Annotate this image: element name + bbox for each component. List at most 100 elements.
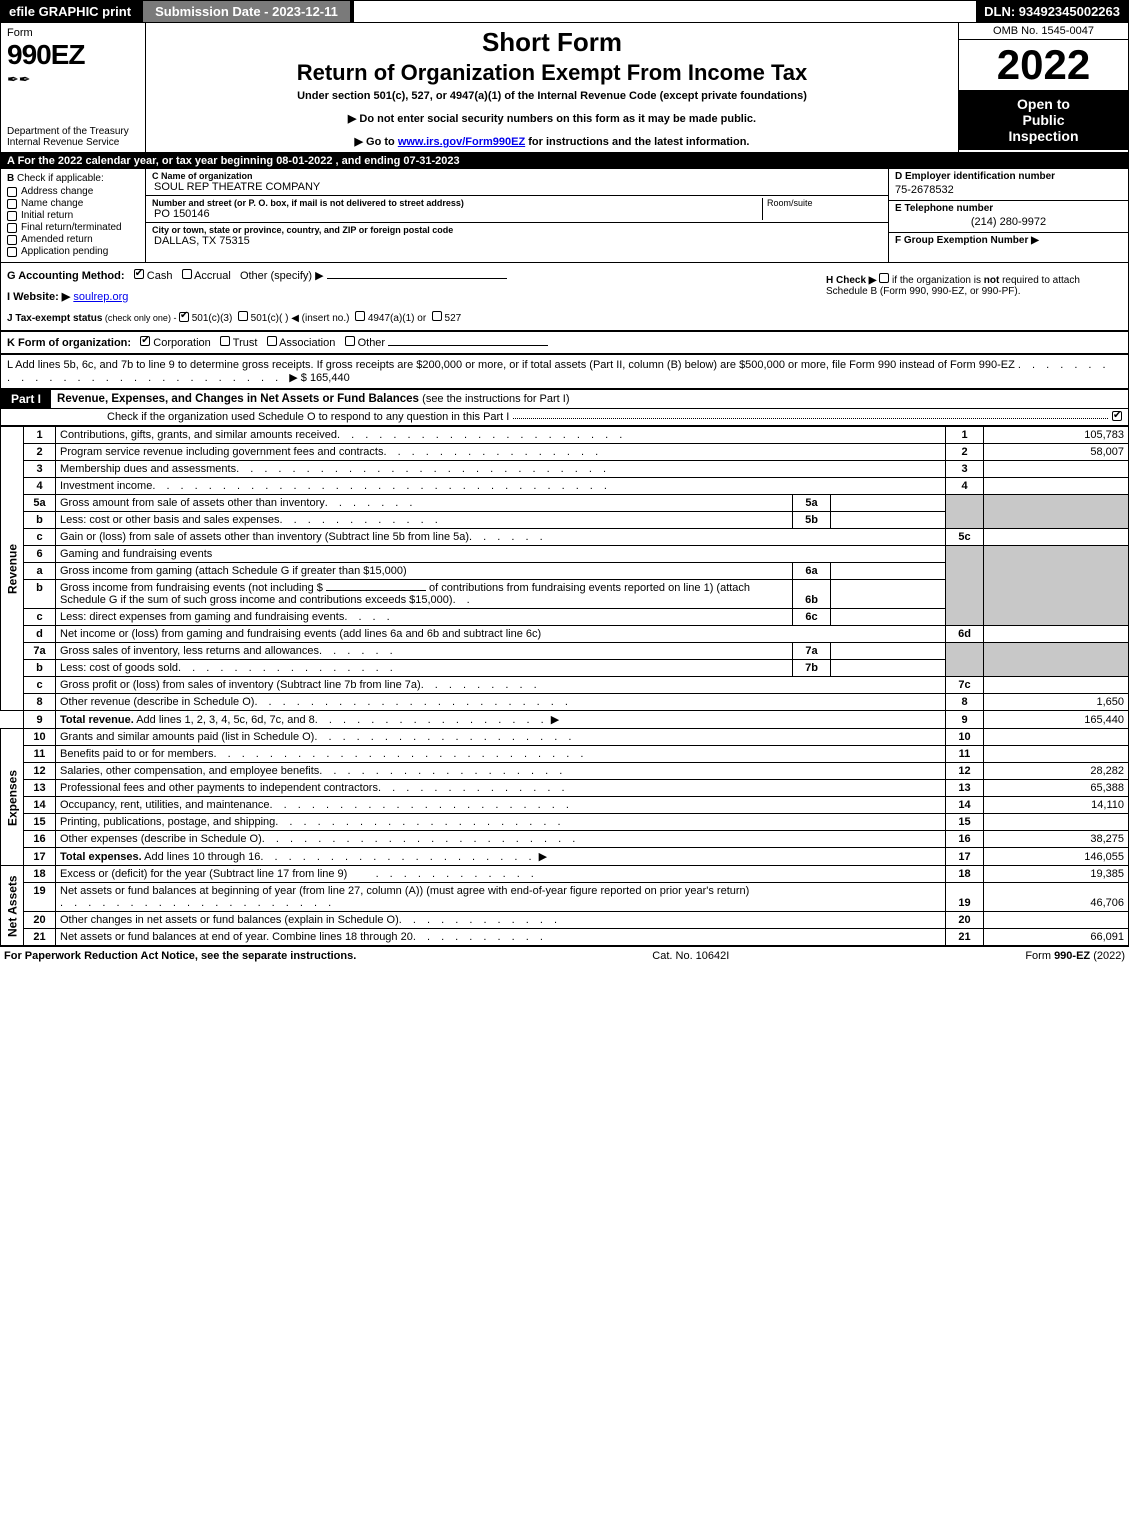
side-revenue: Revenue [1, 427, 24, 711]
g-other-blank[interactable] [327, 278, 507, 279]
l7b-val [831, 660, 946, 677]
c-street-val: PO 150146 [152, 208, 762, 220]
row-a-tax-year: A For the 2022 calendar year, or tax yea… [0, 153, 1129, 169]
form-word: Form [7, 27, 139, 39]
chk-corp[interactable] [140, 336, 150, 346]
c-city-row: City or town, state or province, country… [146, 223, 888, 262]
c-name-val: SOUL REP THEATRE COMPANY [152, 181, 882, 193]
part1-check-row: Check if the organization used Schedule … [0, 409, 1129, 426]
under-section: Under section 501(c), 527, or 4947(a)(1)… [154, 90, 950, 102]
h-pre: H Check ▶ [826, 275, 876, 286]
chk-pending[interactable]: Application pending [7, 246, 139, 257]
l6a-val [831, 563, 946, 580]
i-lbl: I Website: ▶ [7, 291, 70, 303]
part1-sub: (see the instructions for Part I) [422, 393, 569, 405]
top-bar: efile GRAPHIC print Submission Date - 20… [0, 0, 1129, 23]
h-box: H Check ▶ if the organization is not req… [822, 269, 1122, 324]
page-footer: For Paperwork Reduction Act Notice, see … [0, 946, 1129, 965]
dept-irs: Internal Revenue Service [7, 137, 139, 148]
c-name-row: C Name of organization SOUL REP THEATRE … [146, 169, 888, 196]
l-text: L Add lines 5b, 6c, and 7b to line 9 to … [7, 359, 1015, 371]
line-17: 17 Total expenses. Add lines 10 through … [1, 848, 1129, 866]
grey-6abc [946, 546, 984, 626]
grey-6abc-amt [984, 546, 1129, 626]
line-7a: 7a Gross sales of inventory, less return… [1, 643, 1129, 660]
chk-assoc[interactable] [267, 336, 277, 346]
grey-5ab-amt [984, 495, 1129, 529]
part1-header: Part I Revenue, Expenses, and Changes in… [0, 389, 1129, 409]
d-ein-lbl: D Employer identification number [895, 171, 1122, 182]
line-13: 13 Professional fees and other payments … [1, 780, 1129, 797]
line-3: 3 Membership dues and assessments . . . … [1, 461, 1129, 478]
dept-treasury: Department of the Treasury [7, 126, 139, 137]
l6b-blank[interactable] [326, 590, 426, 591]
part1-title-text: Revenue, Expenses, and Changes in Net As… [57, 393, 422, 405]
footer-mid: Cat. No. 10642I [652, 950, 729, 962]
chk-trust[interactable] [220, 336, 230, 346]
k-lbl: K Form of organization: [7, 337, 131, 349]
grey-7ab-amt [984, 643, 1129, 677]
line-15: 15 Printing, publications, postage, and … [1, 814, 1129, 831]
j-501c3: 501(c)(3) [192, 313, 233, 324]
chk-initial-return[interactable]: Initial return [7, 210, 139, 221]
part1-check-dots [513, 411, 1108, 419]
header-left: Form 990EZ ✒✒ Department of the Treasury… [1, 23, 146, 152]
line-4: 4 Investment income . . . . . . . . . . … [1, 478, 1129, 495]
website-link[interactable]: soulrep.org [73, 291, 128, 303]
chk-4947[interactable] [355, 311, 365, 321]
g-lbl: G Accounting Method: [7, 270, 125, 282]
row-k: K Form of organization: Corporation Trus… [0, 331, 1129, 354]
open-public: Open to Public Inspection [959, 90, 1128, 150]
header-right: OMB No. 1545-0047 2022 Open to Public In… [958, 23, 1128, 152]
k-other: Other [358, 337, 386, 349]
chk-other[interactable] [345, 336, 355, 346]
grey-5ab [946, 495, 984, 529]
return-title: Return of Organization Exempt From Incom… [154, 60, 950, 86]
line-8: 8 Other revenue (describe in Schedule O)… [1, 694, 1129, 711]
lines-table: Revenue 1 Contributions, gifts, grants, … [0, 426, 1129, 946]
col-b-checkboxes: B Check if applicable: Address change Na… [1, 169, 146, 262]
g-accrual: Accrual [194, 270, 231, 282]
efile-label[interactable]: efile GRAPHIC print [1, 1, 139, 22]
part1-check-text: Check if the organization used Schedule … [107, 411, 509, 423]
g-accounting: G Accounting Method: Cash Accrual Other … [7, 269, 822, 282]
k-trust: Trust [233, 337, 258, 349]
chk-h[interactable] [879, 273, 889, 283]
k-corp: Corporation [153, 337, 210, 349]
k-other-blank[interactable] [388, 345, 548, 346]
k-assoc: Association [279, 337, 335, 349]
chk-address-change[interactable]: Address change [7, 186, 139, 197]
line-5a: 5a Gross amount from sale of assets othe… [1, 495, 1129, 512]
topbar-spacer [354, 1, 976, 22]
e-phone-lbl: E Telephone number [895, 203, 1122, 214]
c-name-lbl: C Name of organization [152, 171, 882, 181]
l1-code: 1 [946, 427, 984, 444]
chk-final-return[interactable]: Final return/terminated [7, 222, 139, 233]
block-ghij: G Accounting Method: Cash Accrual Other … [0, 263, 1129, 331]
footer-right: Form 990-EZ (2022) [1025, 950, 1125, 962]
col-def: D Employer identification number 75-2678… [888, 169, 1128, 262]
chk-501c3[interactable] [179, 312, 189, 322]
goto-line: ▶ Go to www.irs.gov/Form990EZ for instru… [154, 135, 950, 148]
l5b-val [831, 512, 946, 529]
col-c-orginfo: C Name of organization SOUL REP THEATRE … [146, 169, 888, 262]
line-11: 11 Benefits paid to or for members . . .… [1, 746, 1129, 763]
f-group-lbl: F Group Exemption Number ▶ [895, 235, 1039, 246]
g-cash: Cash [147, 270, 173, 282]
chk-527[interactable] [432, 311, 442, 321]
chk-accrual[interactable] [182, 269, 192, 279]
irs-link[interactable]: www.irs.gov/Form990EZ [398, 136, 525, 148]
line-19: 19 Net assets or fund balances at beginn… [1, 883, 1129, 912]
chk-amended[interactable]: Amended return [7, 234, 139, 245]
chk-cash[interactable] [134, 269, 144, 279]
c-room: Room/suite [762, 198, 882, 220]
part1-check-pad [7, 411, 107, 423]
part1-title: Revenue, Expenses, and Changes in Net As… [51, 390, 1128, 408]
form-number: 990EZ [7, 39, 139, 71]
line-1: Revenue 1 Contributions, gifts, grants, … [1, 427, 1129, 444]
header-middle: Short Form Return of Organization Exempt… [146, 23, 958, 152]
part1-checkbox[interactable] [1112, 411, 1122, 421]
chk-name-change[interactable]: Name change [7, 198, 139, 209]
chk-501c[interactable] [238, 311, 248, 321]
c-street-row: Number and street (or P. O. box, if mail… [146, 196, 888, 223]
